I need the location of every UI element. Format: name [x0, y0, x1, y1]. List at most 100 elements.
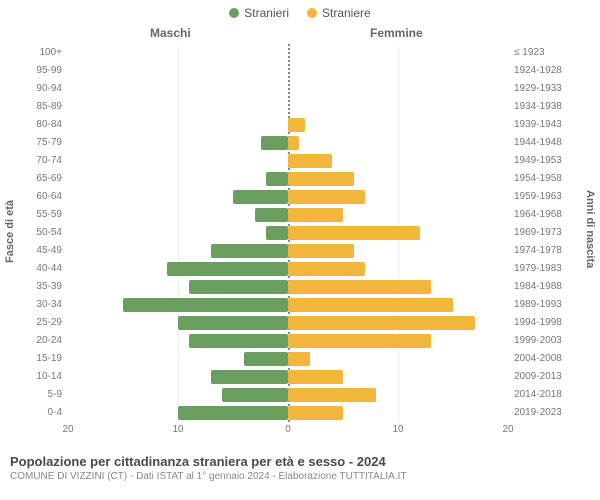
birth-year-label: 1929-1933 [514, 80, 578, 98]
birth-year-label: 1984-1988 [514, 278, 578, 296]
pyramid-row: 80-841939-1943 [68, 116, 508, 134]
birth-year-label: 2014-2018 [514, 386, 578, 404]
bar-male [178, 316, 288, 330]
birth-year-label: 1964-1968 [514, 206, 578, 224]
chart-footer: Popolazione per cittadinanza straniera p… [0, 450, 600, 482]
age-label: 100+ [20, 44, 62, 62]
bar-male [178, 406, 288, 420]
bar-male [123, 298, 288, 312]
birth-year-label: 2019-2023 [514, 404, 578, 422]
bar-female [288, 118, 305, 132]
bar-female [288, 190, 365, 204]
bar-male [189, 280, 288, 294]
pyramid-row: 20-241999-2003 [68, 332, 508, 350]
pyramid-chart: Maschi Femmine Fasce di età Anni di nasc… [0, 20, 600, 450]
legend: Stranieri Straniere [0, 0, 600, 20]
bar-male [222, 388, 288, 402]
age-label: 25-29 [20, 314, 62, 332]
bar-female [288, 370, 343, 384]
age-label: 70-74 [20, 152, 62, 170]
birth-year-label: 1934-1938 [514, 98, 578, 116]
pyramid-row: 25-291994-1998 [68, 314, 508, 332]
bar-male [266, 172, 288, 186]
pyramid-row: 75-791944-1948 [68, 134, 508, 152]
age-label: 85-89 [20, 98, 62, 116]
birth-year-label: 1994-1998 [514, 314, 578, 332]
bar-female [288, 262, 365, 276]
bar-male [244, 352, 288, 366]
age-label: 55-59 [20, 206, 62, 224]
age-label: 35-39 [20, 278, 62, 296]
age-label: 75-79 [20, 134, 62, 152]
pyramid-row: 100+≤ 1923 [68, 44, 508, 62]
bar-female [288, 406, 343, 420]
x-tick: 20 [502, 424, 513, 435]
legend-item-male: Stranieri [229, 6, 289, 20]
x-tick: 20 [62, 424, 73, 435]
pyramid-row: 60-641959-1963 [68, 188, 508, 206]
pyramid-row: 50-541969-1973 [68, 224, 508, 242]
pyramid-row: 90-941929-1933 [68, 80, 508, 98]
pyramid-row: 85-891934-1938 [68, 98, 508, 116]
chart-subtitle: COMUNE DI VIZZINI (CT) - Dati ISTAT al 1… [10, 471, 590, 482]
legend-male-label: Stranieri [244, 6, 289, 20]
bar-female [288, 244, 354, 258]
pyramid-row: 65-691954-1958 [68, 170, 508, 188]
pyramid-row: 10-142009-2013 [68, 368, 508, 386]
pyramid-row: 40-441979-1983 [68, 260, 508, 278]
birth-year-label: 1989-1993 [514, 296, 578, 314]
chart-title: Popolazione per cittadinanza straniera p… [10, 454, 590, 469]
age-label: 30-34 [20, 296, 62, 314]
age-label: 0-4 [20, 404, 62, 422]
bar-male [189, 334, 288, 348]
x-tick: 0 [285, 424, 291, 435]
female-swatch [307, 8, 317, 18]
bar-male [266, 226, 288, 240]
age-label: 65-69 [20, 170, 62, 188]
age-label: 10-14 [20, 368, 62, 386]
bar-female [288, 280, 431, 294]
birth-year-label: 1969-1973 [514, 224, 578, 242]
birth-year-label: ≤ 1923 [514, 44, 578, 62]
birth-year-label: 1979-1983 [514, 260, 578, 278]
birth-year-label: 1924-1928 [514, 62, 578, 80]
yaxis-left-label: Fasce di età [4, 200, 16, 263]
pyramid-row: 0-42019-2023 [68, 404, 508, 422]
birth-year-label: 1939-1943 [514, 116, 578, 134]
pyramid-row: 95-991924-1928 [68, 62, 508, 80]
birth-year-label: 1944-1948 [514, 134, 578, 152]
legend-item-female: Straniere [307, 6, 371, 20]
column-title-right: Femmine [370, 26, 423, 40]
age-label: 90-94 [20, 80, 62, 98]
legend-female-label: Straniere [322, 6, 371, 20]
bar-female [288, 172, 354, 186]
bar-female [288, 352, 310, 366]
x-tick: 10 [392, 424, 403, 435]
bar-male [261, 136, 289, 150]
pyramid-row: 70-741949-1953 [68, 152, 508, 170]
bar-female [288, 316, 475, 330]
birth-year-label: 1949-1953 [514, 152, 578, 170]
pyramid-row: 5-92014-2018 [68, 386, 508, 404]
age-label: 5-9 [20, 386, 62, 404]
bar-female [288, 208, 343, 222]
bar-female [288, 226, 420, 240]
age-label: 15-19 [20, 350, 62, 368]
birth-year-label: 1954-1958 [514, 170, 578, 188]
bar-female [288, 388, 376, 402]
plot-area: 100+≤ 192395-991924-192890-941929-193385… [68, 44, 508, 422]
bar-male [211, 244, 288, 258]
age-label: 50-54 [20, 224, 62, 242]
age-label: 60-64 [20, 188, 62, 206]
bar-male [255, 208, 288, 222]
column-title-left: Maschi [150, 26, 191, 40]
age-label: 95-99 [20, 62, 62, 80]
age-label: 45-49 [20, 242, 62, 260]
x-tick: 10 [172, 424, 183, 435]
bar-female [288, 154, 332, 168]
male-swatch [229, 8, 239, 18]
x-axis: 201001020 [68, 424, 508, 442]
yaxis-right-label: Anni di nascita [584, 190, 596, 268]
bar-male [211, 370, 288, 384]
bar-male [167, 262, 288, 276]
